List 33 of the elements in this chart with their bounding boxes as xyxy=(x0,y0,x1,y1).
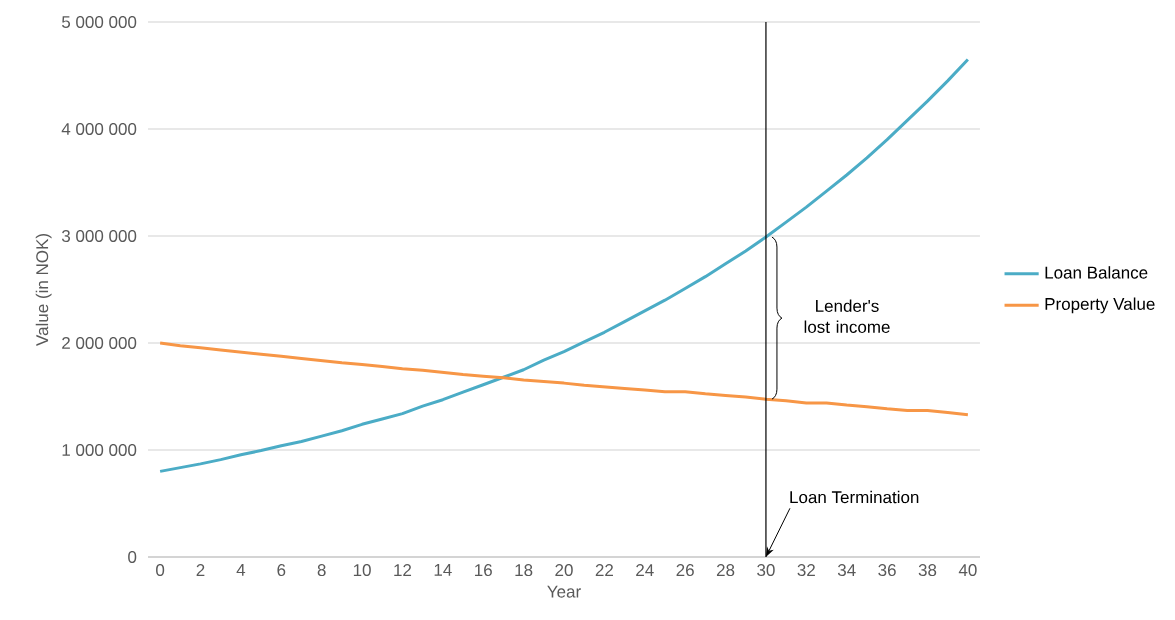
x-tick-label: 2 xyxy=(196,564,205,576)
x-tick-label: 22 xyxy=(595,564,613,576)
x-tick-label: 36 xyxy=(878,564,896,577)
x-tick-label: 14 xyxy=(434,564,452,576)
x-tick-label: 6 xyxy=(277,564,286,577)
x-tick-label: 16 xyxy=(475,564,492,577)
x-tick-label: 20 xyxy=(555,564,573,577)
annotation: Lender's lost income xyxy=(804,299,890,333)
x-tick-label: 8 xyxy=(317,564,326,577)
x-tick-label: 18 xyxy=(515,564,533,577)
x-tick-label: 12 xyxy=(394,564,412,576)
y-tick-label: 0 xyxy=(128,550,137,563)
x-tick-label: 40 xyxy=(958,564,977,577)
legend-label: Property Value xyxy=(1045,297,1155,314)
x-tick-label: 28 xyxy=(716,564,735,577)
y-tick-label: 1 000 000 xyxy=(62,443,137,456)
legend-label: Loan Balance xyxy=(1045,266,1148,279)
x-tick-label: 34 xyxy=(837,564,856,577)
annotation: Loan Termination xyxy=(790,490,919,504)
x-tick-label: 32 xyxy=(797,564,815,577)
x-tick-label: 4 xyxy=(236,564,246,576)
y-tick-label: 5 000 000 xyxy=(62,16,137,29)
y-axis-title: Value (in NOK) xyxy=(35,234,52,346)
y-tick-label: 2 000 000 xyxy=(62,336,137,349)
x-tick-label: 38 xyxy=(918,564,937,577)
x-tick-label: 10 xyxy=(353,564,371,577)
x-tick-label: 24 xyxy=(636,564,654,576)
x-tick-label: 26 xyxy=(676,564,694,577)
x-axis-title: Year xyxy=(547,585,581,598)
y-tick-label: 4 000 000 xyxy=(61,122,137,136)
y-tick-label: 3 000 000 xyxy=(61,229,137,242)
x-tick-label: 0 xyxy=(156,564,165,577)
x-tick-label: 30 xyxy=(757,564,775,577)
